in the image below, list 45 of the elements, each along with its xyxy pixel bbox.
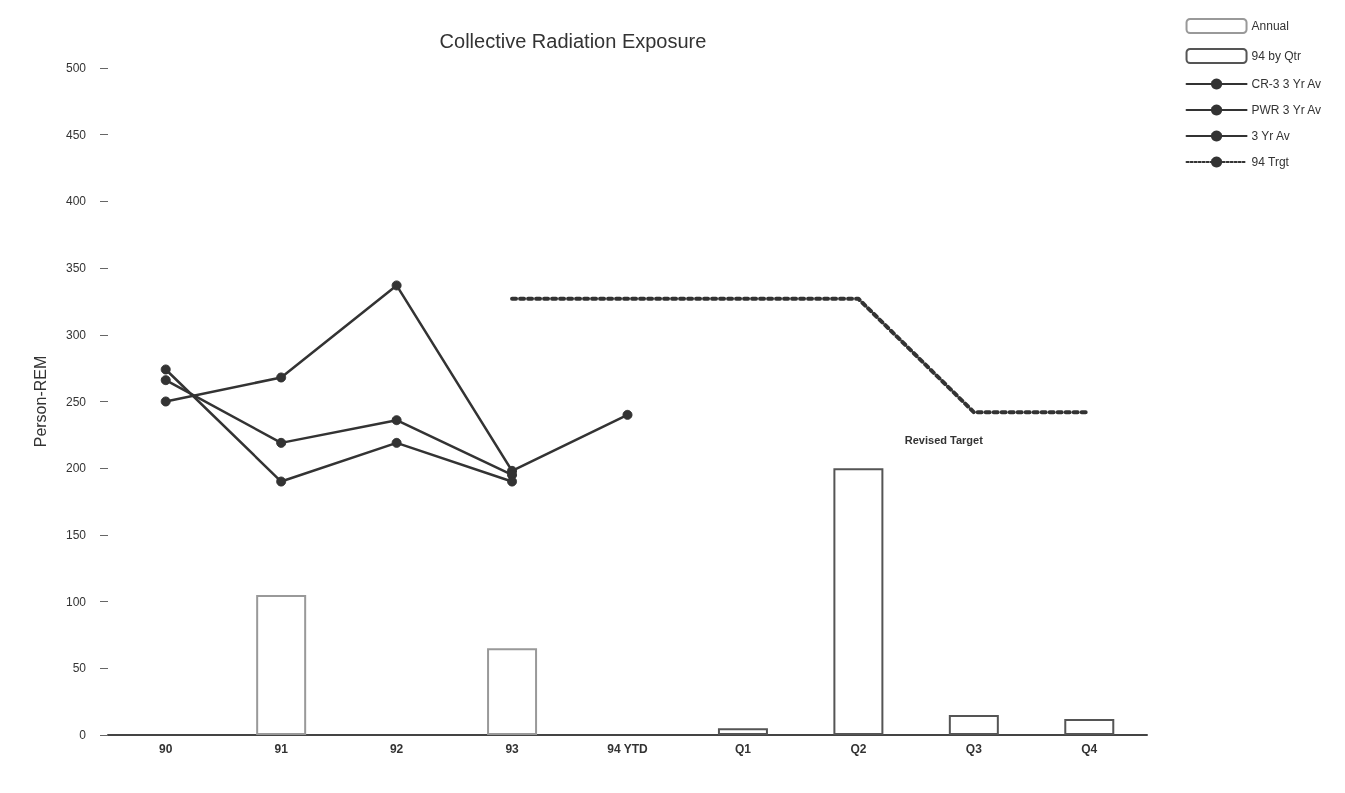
point bbox=[160, 364, 171, 375]
x-tick-label: 94 YTD bbox=[607, 742, 649, 756]
point bbox=[391, 280, 402, 291]
y-tick-label: 100 bbox=[65, 594, 87, 609]
x-tick-label: Q1 bbox=[734, 742, 752, 756]
annotation: Revised Target bbox=[904, 433, 984, 446]
x-tick-label: 92 bbox=[389, 742, 404, 756]
point bbox=[276, 372, 287, 383]
point bbox=[276, 437, 287, 448]
y-tick-label: 250 bbox=[65, 394, 87, 409]
x-tick-label: Q4 bbox=[1081, 742, 1098, 756]
y-tick-label: 500 bbox=[65, 61, 87, 75]
legend-label: 94 by Qtr bbox=[1251, 49, 1301, 63]
bar bbox=[833, 468, 884, 735]
legend-label: 94 Trgt bbox=[1251, 155, 1290, 169]
y-tick-label: 200 bbox=[65, 461, 87, 476]
bar bbox=[1064, 718, 1115, 735]
legend-label: CR-3 3 Yr Av bbox=[1251, 77, 1322, 91]
y-tick-label: 350 bbox=[65, 261, 87, 276]
chart-title: Collective Radiation Exposure bbox=[439, 30, 707, 52]
legend-label: 3 Yr Av bbox=[1251, 129, 1290, 143]
y-tick-label: 400 bbox=[65, 194, 87, 209]
y-tick-label: 450 bbox=[65, 127, 87, 142]
x-tick-label: 93 bbox=[505, 742, 520, 756]
point bbox=[391, 415, 402, 426]
point bbox=[160, 396, 171, 407]
y-tick-label: 50 bbox=[72, 661, 87, 676]
bar bbox=[487, 648, 538, 735]
point bbox=[391, 437, 402, 448]
point bbox=[276, 476, 287, 487]
bar bbox=[717, 728, 768, 735]
legend-label: PWR 3 Yr Av bbox=[1251, 103, 1322, 117]
x-tick-label: Q3 bbox=[965, 742, 983, 756]
bar bbox=[948, 714, 999, 735]
y-tick-label: 300 bbox=[65, 327, 87, 342]
point bbox=[160, 375, 171, 386]
legend-label: Annual bbox=[1251, 19, 1289, 33]
y-axis-title: Person-REM bbox=[31, 355, 49, 448]
point bbox=[622, 409, 633, 420]
y-tick-label: 0 bbox=[79, 728, 87, 742]
x-tick-label: Q2 bbox=[850, 742, 867, 756]
x-tick-label: 91 bbox=[274, 742, 289, 756]
x-tick-label: 90 bbox=[159, 742, 173, 756]
bar bbox=[256, 594, 307, 735]
y-tick-label: 150 bbox=[65, 527, 87, 542]
